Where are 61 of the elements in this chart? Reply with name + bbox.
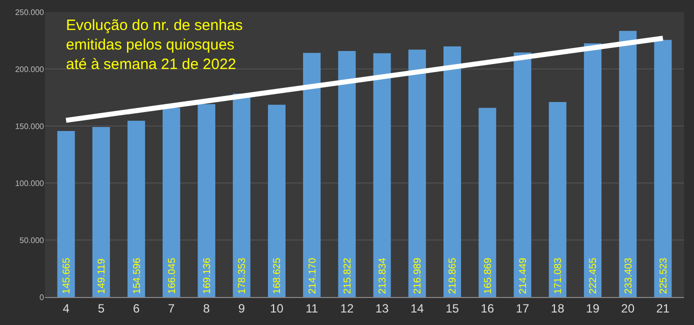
bar — [654, 40, 672, 297]
data-label: 145.665 — [62, 257, 73, 294]
x-tick-label: 10 — [270, 301, 284, 316]
x-tick-label: 21 — [656, 301, 670, 316]
x-tick-label: 5 — [98, 301, 105, 316]
data-label: 166.045 — [166, 257, 178, 294]
y-tick-label: 150.000 — [15, 122, 45, 131]
bar — [444, 46, 462, 297]
data-label: 215.822 — [342, 257, 354, 294]
bar — [303, 52, 321, 297]
bar — [338, 50, 356, 297]
data-label: 233.403 — [623, 257, 634, 294]
y-tick-label: 100.000 — [15, 178, 45, 188]
data-label: 225.523 — [658, 257, 670, 294]
bar — [162, 108, 180, 297]
data-label: 168.625 — [272, 257, 284, 294]
x-tick-label: 9 — [238, 301, 246, 316]
x-tick-label: 14 — [410, 301, 424, 316]
bar — [548, 102, 566, 297]
data-label: 216.989 — [412, 257, 424, 294]
bar — [619, 30, 637, 297]
data-label: 222.455 — [588, 257, 600, 294]
data-label: 171.083 — [553, 257, 564, 294]
x-tick-label: 6 — [132, 301, 140, 316]
bar — [584, 43, 602, 297]
x-tick-label: 17 — [516, 301, 530, 316]
x-tick-label: 16 — [480, 301, 494, 316]
data-label: 219.865 — [448, 257, 459, 294]
x-tick-label: 12 — [340, 301, 354, 316]
data-label: 149.119 — [96, 258, 108, 294]
x-tick-label: 18 — [550, 301, 565, 316]
data-label: 178.353 — [237, 257, 248, 294]
bar — [268, 104, 286, 297]
y-tick-label: 0 — [40, 292, 45, 302]
data-label: 214.449 — [518, 257, 529, 294]
x-tick-label: 8 — [203, 301, 210, 316]
data-label: 214.170 — [307, 257, 318, 294]
x-tick-label: 11 — [306, 301, 318, 316]
data-label: 169.136 — [202, 257, 213, 294]
x-tick-label: 20 — [621, 301, 635, 316]
bar — [57, 130, 75, 297]
bar — [232, 94, 250, 297]
data-label: 165.869 — [482, 257, 494, 294]
bar — [373, 53, 391, 297]
data-label: 213.834 — [378, 257, 389, 294]
x-tick-label: 13 — [375, 301, 390, 316]
x-tick-label: 4 — [62, 301, 70, 316]
x-tick-label: 15 — [446, 301, 460, 316]
data-label: 154.596 — [132, 257, 143, 294]
bar — [198, 104, 216, 297]
bar — [92, 127, 110, 297]
text: Evolução do nr. de senhas emitidas pelos quiosques até à semana 21 de 2022 — [66, 17, 243, 73]
bar — [514, 52, 532, 297]
x-tick-label: 7 — [168, 301, 176, 316]
bar — [128, 120, 146, 297]
y-tick-label: 50.000 — [20, 236, 45, 245]
x-tick-label: 19 — [586, 301, 600, 316]
y-tick-label: 200.000 — [15, 64, 45, 74]
bar — [478, 108, 496, 297]
y-tick-label: 250.000 — [15, 8, 45, 17]
bar — [408, 50, 426, 297]
